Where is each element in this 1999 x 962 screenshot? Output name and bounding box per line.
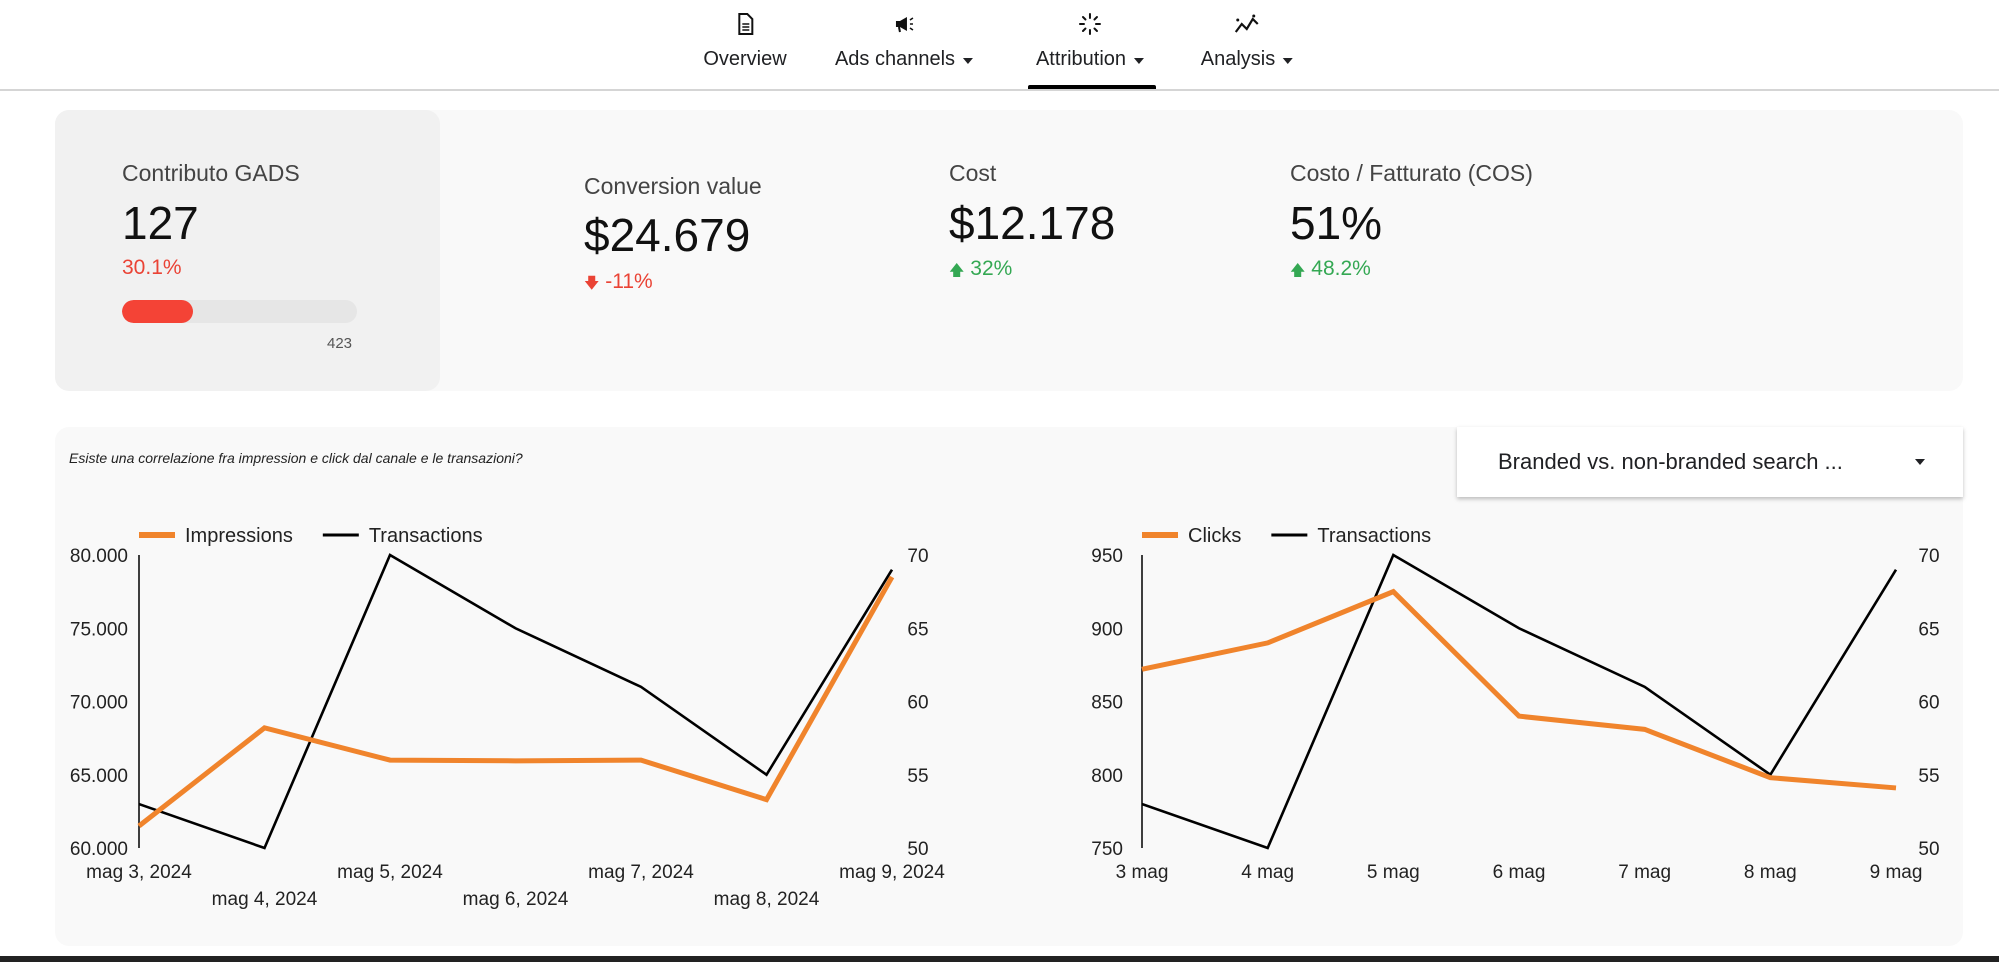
cos-label: Costo / Fatturato (COS) [1290, 160, 1533, 186]
x-axis-tick: 3 mag [1116, 862, 1169, 883]
x-axis-tick: 6 mag [1493, 862, 1546, 883]
right-axis-tick: 65 [1918, 619, 1939, 640]
delta-text: 32% [970, 257, 1013, 280]
chevron-down-icon [1283, 57, 1294, 64]
tab-analysis[interactable]: Analysis [1200, 12, 1294, 82]
tab-label: Overview [703, 48, 787, 70]
x-axis-tick: mag 4, 2024 [212, 889, 318, 910]
right-axis-tick: 55 [1918, 766, 1939, 787]
right-axis-tick: 65 [907, 619, 928, 640]
conversion-value: $24.679 [584, 209, 751, 261]
chevron-down-icon [1134, 57, 1145, 64]
x-axis-tick: 7 mag [1618, 862, 1671, 883]
series-line-transactions [1141, 553, 1898, 850]
legend-label: Impressions [185, 525, 293, 547]
tab-ads-channels[interactable]: Ads channels [834, 12, 974, 82]
cos-value: 51% [1290, 197, 1383, 249]
right-axis-tick: 70 [1918, 546, 1939, 567]
chevron-down-icon [963, 57, 974, 64]
delta-text: -11% [605, 270, 653, 293]
conversion-delta: 🡇 -11% [584, 270, 653, 298]
window-edge [0, 956, 1999, 962]
x-axis-tick: mag 5, 2024 [337, 862, 443, 883]
tab-label: Attribution [1035, 48, 1127, 70]
left-axis-tick: 75.000 [70, 619, 128, 640]
cost-label: Cost [949, 160, 997, 186]
document-icon [737, 13, 753, 35]
left-axis-tick: 900 [1091, 619, 1123, 640]
series-line-transactions [138, 553, 894, 850]
tab-overview[interactable]: Overview [703, 12, 787, 82]
right-axis-tick: 50 [907, 839, 928, 860]
series-line-impressions [137, 575, 895, 828]
cost-value: $12.178 [949, 197, 1116, 249]
gads-percent: 30.1% [122, 256, 182, 279]
chevron-down-icon [1915, 459, 1925, 465]
right-axis-tick: 60 [1918, 693, 1939, 714]
left-axis-tick: 750 [1091, 839, 1123, 860]
x-axis-tick: 8 mag [1744, 862, 1797, 883]
delta-text: 48.2% [1311, 257, 1371, 280]
tab-label: Ads channels [834, 48, 956, 70]
legend-label: Transactions [1317, 525, 1431, 547]
arrow-down-icon: 🡇 [584, 275, 600, 292]
cost-delta: 🡅 32% [949, 257, 1012, 285]
conversion-label: Conversion value [584, 173, 762, 199]
gads-progress-fill [122, 300, 193, 323]
search-type-dropdown[interactable]: Branded vs. non-branded search ... [1457, 427, 1963, 497]
tab-attribution[interactable]: Attribution [1035, 12, 1145, 82]
gads-progress-bar [122, 300, 357, 323]
cos-delta: 🡅 48.2% [1290, 257, 1371, 285]
arrow-up-icon: 🡅 [1290, 262, 1306, 279]
right-axis-tick: 60 [907, 693, 928, 714]
x-axis-tick: 4 mag [1241, 862, 1294, 883]
active-tab-indicator [1028, 85, 1156, 89]
sparkle-icon [1079, 13, 1101, 35]
x-axis-tick: 9 mag [1870, 862, 1923, 883]
left-axis-tick: 950 [1091, 546, 1123, 567]
left-axis-tick: 800 [1091, 766, 1123, 787]
legend-label: Transactions [369, 525, 483, 547]
dropdown-value: Branded vs. non-branded search ... [1498, 449, 1843, 474]
x-axis-tick: mag 6, 2024 [463, 889, 569, 910]
gads-max: 423 [327, 335, 353, 352]
charts-caption: Esiste una correlazione fra impression e… [69, 450, 523, 466]
trend-icon [1235, 14, 1259, 33]
left-axis-tick: 70.000 [70, 693, 128, 714]
megaphone-icon [895, 17, 914, 33]
gads-contribution-card [55, 110, 440, 391]
left-axis-tick: 850 [1091, 693, 1123, 714]
left-axis-tick: 60.000 [70, 839, 128, 860]
legend-label: Clicks [1188, 525, 1241, 547]
right-axis-tick: 70 [907, 546, 928, 567]
gads-label: Contributo GADS [122, 160, 300, 186]
arrow-up-icon: 🡅 [949, 262, 965, 279]
left-axis-tick: 65.000 [70, 766, 128, 787]
right-axis-tick: 50 [1918, 839, 1939, 860]
x-axis-tick: mag 9, 2024 [839, 862, 945, 883]
header-divider [0, 89, 1999, 91]
left-axis-tick: 80.000 [70, 546, 128, 567]
x-axis-tick: mag 8, 2024 [714, 889, 820, 910]
x-axis-tick: mag 3, 2024 [86, 862, 192, 883]
tab-label: Analysis [1200, 48, 1276, 70]
right-axis-tick: 55 [907, 766, 928, 787]
series-line-clicks [1141, 588, 1897, 791]
x-axis-tick: mag 7, 2024 [588, 862, 694, 883]
gads-value: 127 [122, 197, 199, 249]
x-axis-tick: 5 mag [1367, 862, 1420, 883]
